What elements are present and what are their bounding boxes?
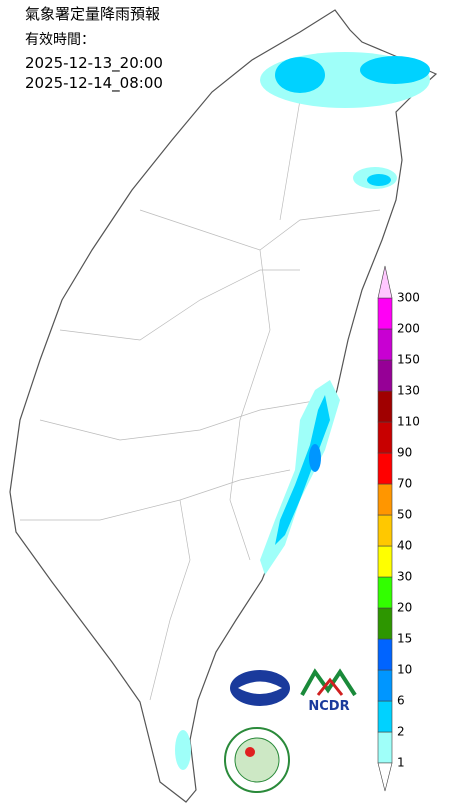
- legend-label: 6: [397, 694, 405, 708]
- legend-label: 130: [397, 384, 420, 398]
- legend-label: 15: [397, 632, 412, 646]
- cwa-logo: [230, 670, 290, 706]
- legend-label: 40: [397, 539, 412, 553]
- legend-swatch: [377, 731, 393, 764]
- legend-label: 30: [397, 570, 412, 584]
- color-legend: 1 2 6 10 15 20 30 40 50 70 90 110 130 150 200 300: [377, 265, 420, 792]
- ncdr-logo: NCDR: [300, 668, 357, 714]
- legend-label: 1: [397, 756, 405, 770]
- legend-swatch: [377, 265, 393, 299]
- legend-swatch: [377, 638, 393, 671]
- county-borders: [20, 99, 381, 701]
- legend-label: 70: [397, 477, 412, 491]
- legend-swatch: [377, 452, 393, 485]
- legend-label: 110: [397, 415, 420, 429]
- legend-label: 300: [397, 291, 420, 305]
- island-outline: [9, 9, 438, 803]
- legend-swatch: [377, 669, 393, 702]
- map-title: 氣象署定量降雨預報: [25, 5, 160, 23]
- legend-label: 20: [397, 601, 412, 615]
- legend-label: 2: [397, 725, 405, 739]
- legend-label: 150: [397, 353, 420, 367]
- valid-start: 2025-12-13_20:00: [25, 54, 163, 73]
- rain-areas: [175, 52, 430, 770]
- ncdr-text: NCDR: [308, 699, 349, 714]
- legend-label: 90: [397, 446, 412, 460]
- legend-swatch: [377, 297, 393, 330]
- legend-swatch: [377, 514, 393, 547]
- legend-label: 200: [397, 322, 420, 336]
- legend-swatch: [377, 576, 393, 609]
- legend-swatch: [377, 700, 393, 733]
- legend-swatch: [377, 545, 393, 578]
- valid-end: 2025-12-14_08:00: [25, 74, 163, 93]
- valid-label: 有效時間：: [25, 32, 95, 48]
- legend-swatch: [377, 607, 393, 640]
- seal-logo: [224, 727, 290, 793]
- legend-swatch: [377, 483, 393, 516]
- legend-swatch: [377, 359, 393, 392]
- legend-swatch: [377, 421, 393, 454]
- legend-swatch: [377, 390, 393, 423]
- legend-label: 10: [397, 663, 412, 677]
- legend-label: 50: [397, 508, 412, 522]
- legend-arrow-bottom: [377, 762, 393, 792]
- legend-swatch: [377, 328, 393, 361]
